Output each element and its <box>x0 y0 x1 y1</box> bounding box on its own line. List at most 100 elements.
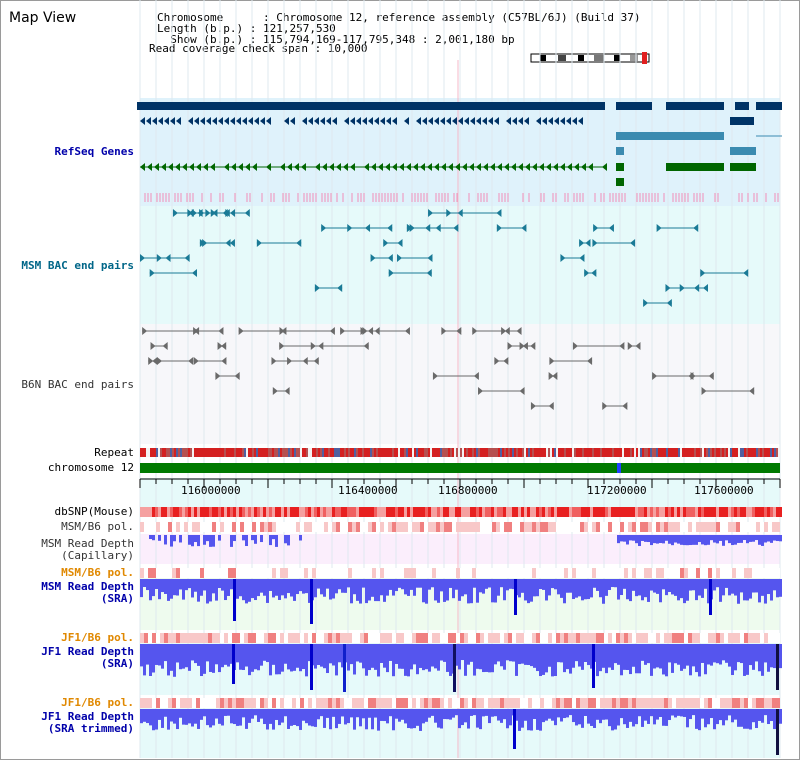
msm-b6-pol-2-seg <box>364 568 368 578</box>
msm-depth-capillary-label[interactable]: MSM Read Depth (Capillary) <box>41 537 134 562</box>
jf1-trim-depth-bar <box>362 709 365 719</box>
repeat-seg <box>722 448 724 457</box>
jf1-b6-pol-seg <box>604 633 608 643</box>
msm-sra-depth-bar <box>200 579 203 596</box>
msm-b6-pol-seg <box>396 522 400 532</box>
jf1-b6-pol-2-seg <box>772 698 776 708</box>
msm-bac-pair-end <box>496 209 502 217</box>
msm-sra-depth-bar <box>524 579 527 601</box>
b6n-bac-pair-end <box>530 342 536 350</box>
msm-b6-pol-2-seg <box>304 568 308 578</box>
jf1-trim-depth-bar <box>518 709 521 731</box>
dbsnp-label[interactable]: dbSNP(Mouse) <box>54 505 134 518</box>
msm-sra-depth-bar <box>230 579 233 590</box>
jf1-sra-depth-bar <box>272 644 275 665</box>
jf1-trim-depth-bar <box>401 709 404 720</box>
gene-exon-mark <box>476 163 481 171</box>
jf1-sra-depth-bar <box>164 644 167 662</box>
msm-sra-depth-bar <box>533 579 536 597</box>
jf1-b6-pol-seg <box>532 633 536 643</box>
msm-b6-pol-seg <box>632 522 636 532</box>
jf1-depth-trimmed-label[interactable]: JF1 Read Depth (SRA trimmed) <box>41 710 134 735</box>
jf1-b6-pol-seg <box>356 633 360 643</box>
msm-b6-pol-2-seg <box>224 568 228 578</box>
msm-b6-pol-2-seg <box>768 568 772 578</box>
msm-b6-pol-seg <box>516 522 520 532</box>
msm-depth-sra-label[interactable]: MSM Read Depth (SRA) <box>41 580 134 605</box>
msm-sra-depth-bar <box>386 579 389 596</box>
jf1-trim-depth-bar <box>356 709 359 718</box>
msm-b6-pol-2-seg <box>656 568 660 578</box>
jf1-b6-pol-label[interactable]: JF1/B6 pol. <box>61 631 134 644</box>
jf1-trim-depth-bar <box>497 709 500 721</box>
dbsnp-seg <box>311 507 314 517</box>
dbsnp-seg <box>263 507 266 517</box>
repeat-seg <box>762 448 764 457</box>
jf1-sra-depth-bar <box>608 644 611 668</box>
msm-b6-pol-2-seg <box>456 568 460 578</box>
msm-b6-pol-seg <box>720 522 724 532</box>
jf1-trim-depth-bar <box>749 709 752 730</box>
dbsnp-seg <box>140 507 143 517</box>
gene-exon-mark <box>364 163 369 171</box>
gene-exon-mark <box>164 117 169 125</box>
jf1-trim-depth-bar <box>221 709 224 726</box>
msm-b6-pol-label[interactable]: MSM/B6 pol. <box>61 520 134 533</box>
jf1-depth-sra-label[interactable]: JF1 Read Depth (SRA) <box>41 645 134 670</box>
dbsnp-seg <box>593 507 596 517</box>
chromosome-track-label[interactable]: chromosome 12 <box>47 461 134 474</box>
msm-bac-label[interactable]: MSM BAC end pairs <box>21 259 134 272</box>
jf1-trim-depth-bar <box>656 709 659 720</box>
gene-exon-mark <box>420 163 425 171</box>
msm-sra-depth-bar <box>656 579 659 594</box>
jf1-b6-pol-seg <box>520 633 524 643</box>
msm-cap-depth-bar <box>632 535 635 541</box>
msm-sra-depth-bar <box>392 579 395 596</box>
jf1-sra-depth-bar <box>731 644 734 676</box>
jf1-b6-pol-seg <box>708 633 712 643</box>
repeat-label[interactable]: Repeat <box>94 446 134 459</box>
b6n-bac-pair-end <box>368 327 374 335</box>
dbsnp-seg <box>743 507 746 517</box>
msm-sra-depth-bar <box>380 579 383 596</box>
jf1-b6-pol-2-seg <box>460 698 464 708</box>
msm-bac-pair-end <box>560 254 566 262</box>
jf1-trim-depth-bar <box>344 709 347 725</box>
repeat-seg <box>250 448 252 457</box>
msm-b6-pol-2-seg <box>184 568 188 578</box>
jf1-b6-pol-seg <box>516 633 520 643</box>
dbsnp-seg <box>773 507 776 517</box>
jf1-trim-depth-bar <box>338 709 341 724</box>
dbsnp-seg <box>404 507 407 517</box>
jf1-sra-depth-bar <box>650 644 653 676</box>
jf1-b6-pol-2-seg <box>256 698 260 708</box>
msm-bac-pair-end <box>521 224 527 232</box>
jf1-b6-pol-seg <box>344 633 348 643</box>
repeat-seg <box>570 448 572 457</box>
jf1-trim-depth-bar <box>560 709 563 722</box>
msm-b6-pol-seg <box>216 522 220 532</box>
dbsnp-seg <box>686 507 689 517</box>
msm-b6-pol-2-seg <box>664 568 668 578</box>
jf1-trim-depth-bar <box>467 709 470 729</box>
gene-exon-mark <box>168 163 173 171</box>
dbsnp-seg <box>752 507 755 517</box>
jf1-sra-depth-bar <box>749 644 752 666</box>
dbsnp-seg <box>470 507 473 517</box>
repeat-seg <box>746 448 748 457</box>
msm-sra-depth-bar <box>713 579 716 591</box>
b6n-bac-pair-end <box>587 357 593 365</box>
jf1-trim-depth-bar <box>500 709 503 723</box>
b6n-bac-label[interactable]: B6N BAC end pairs <box>21 378 134 391</box>
repeat-seg <box>364 448 366 457</box>
chromosome-ideogram[interactable] <box>530 52 652 64</box>
msm-b6-pol-2-seg <box>320 568 324 578</box>
msm-sra-depth-bar <box>221 579 224 591</box>
gene-exon-mark <box>368 117 373 125</box>
msm-b6-pol-2-label[interactable]: MSM/B6 pol. <box>61 566 134 579</box>
refseq-genes-label[interactable]: RefSeq Genes <box>54 145 134 158</box>
jf1-b6-pol-2-label[interactable]: JF1/B6 pol. <box>61 696 134 709</box>
jf1-b6-pol-2-seg <box>152 698 156 708</box>
jf1-b6-pol-seg <box>232 633 236 643</box>
